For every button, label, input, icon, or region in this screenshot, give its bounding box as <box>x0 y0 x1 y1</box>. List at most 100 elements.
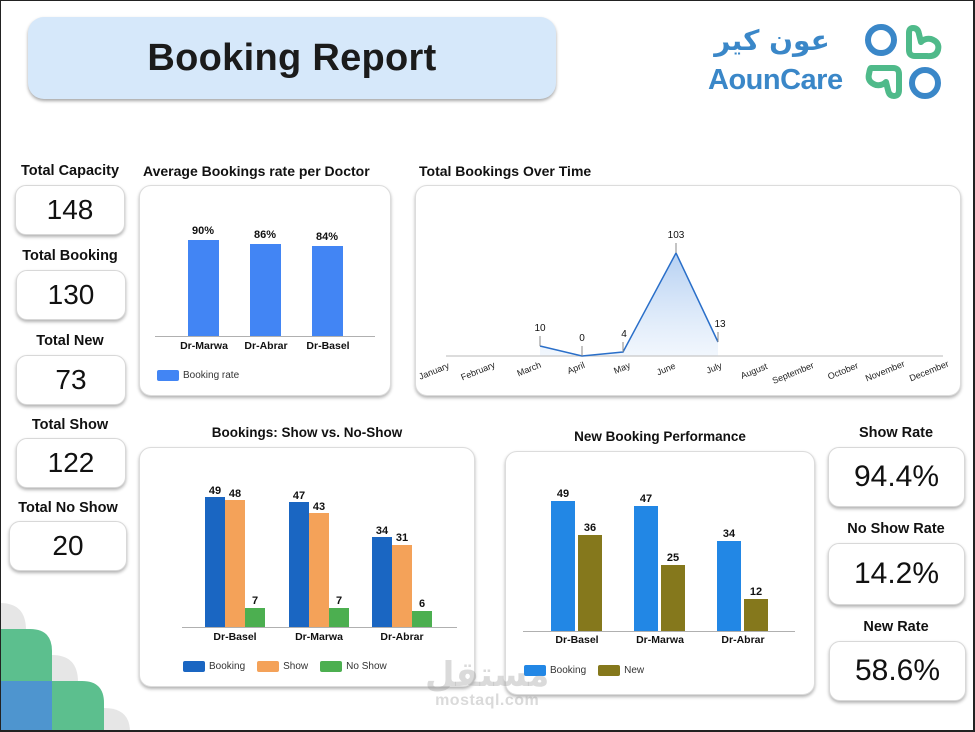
bar-dr-marwa <box>188 240 219 336</box>
kpi-value-total-booking: 130 <box>16 270 126 320</box>
bar-label: 47 <box>292 490 306 502</box>
kpi-label-show-rate: Show Rate <box>858 425 934 441</box>
kpi-label-no-show-rate: No Show Rate <box>847 521 945 537</box>
chart-show-vs-noshow: 49 48 7 47 43 7 34 31 6 Dr-Basel Dr-Marw… <box>139 447 475 687</box>
bar-dr-basel <box>312 246 343 336</box>
bar-dr-basel-no-show <box>245 608 265 627</box>
point-label-april: 0 <box>579 333 585 344</box>
aouncare-logo: عون كير AounCare <box>705 18 945 103</box>
bar-label: 49 <box>556 488 570 500</box>
bar-label-dr-marwa: 90% <box>191 225 215 237</box>
chart-new-booking-performance: 49 36 47 25 34 12 Dr-Basel Dr-Marwa Dr-A… <box>505 451 815 695</box>
plot-area: 49 36 47 25 34 12 <box>506 452 816 631</box>
watermark-arabic: مستقل <box>425 655 550 695</box>
page-title: Booking Report <box>147 36 437 79</box>
legend-swatch <box>157 370 179 381</box>
mostaql-watermark: مستقل mostaql.com <box>425 658 549 710</box>
legend-swatch <box>598 665 621 676</box>
x-label-dr-marwa: Dr-Marwa <box>180 340 228 352</box>
legend-item-booking: Booking <box>183 661 245 672</box>
plot-area: 90% 86% 84% <box>140 186 392 336</box>
logo-english-text: AounCare <box>708 64 843 96</box>
kpi-value-total-new: 73 <box>16 355 126 405</box>
legend-swatch <box>524 665 546 676</box>
kpi-value-total-capacity: 148 <box>15 185 125 235</box>
line-area-plot <box>446 243 943 357</box>
chart-title-new-booking-performance: New Booking Performance <box>574 429 746 444</box>
x-label-dr-basel: Dr-Basel <box>306 340 350 352</box>
x-label-dr-marwa: Dr-Marwa <box>636 634 684 646</box>
bar-label: 6 <box>418 598 426 610</box>
point-label-june: 103 <box>667 230 685 241</box>
kpi-label-total-booking: Total Booking <box>22 248 118 264</box>
bar-label: 36 <box>583 522 597 534</box>
kpi-value-total-no-show: 20 <box>9 521 127 571</box>
chart-avg-booking-rate: 90% 86% 84% Dr-Marwa Dr-Abrar Dr-Basel B… <box>139 185 391 396</box>
legend-item-booking-rate: Booking rate <box>157 370 239 381</box>
bar-label: 31 <box>395 532 409 544</box>
x-label-dr-basel: Dr-Basel <box>213 631 257 643</box>
legend-label: No Show <box>346 661 387 672</box>
x-axis <box>182 627 457 628</box>
kpi-label-total-show: Total Show <box>31 417 109 433</box>
bar-label-dr-basel: 84% <box>315 231 339 243</box>
bar-label: 47 <box>639 493 653 505</box>
point-label-march: 10 <box>534 323 546 334</box>
bar-dr-marwa-booking <box>289 502 309 627</box>
logo-mark-icon <box>865 24 942 99</box>
chart-bookings-over-time: 10 0 4 103 13 January February March Apr… <box>415 185 961 396</box>
kpi-label-total-no-show: Total No Show <box>18 500 118 516</box>
bar-dr-abrar-booking <box>372 537 392 627</box>
bar-label: 43 <box>312 501 326 513</box>
legend-label: Booking rate <box>183 370 240 381</box>
legend-item-booking: Booking <box>524 665 586 676</box>
kpi-label-total-capacity: Total Capacity <box>20 163 120 179</box>
legend: Booking New <box>524 665 656 676</box>
bar-label: 49 <box>208 485 222 497</box>
x-label-dr-abrar: Dr-Abrar <box>380 631 424 643</box>
legend-label: Show <box>283 661 309 672</box>
bar-label: 25 <box>666 552 680 564</box>
report-title-banner: Booking Report <box>28 17 556 99</box>
bar-label: 34 <box>375 525 389 537</box>
x-axis <box>523 631 795 632</box>
point-label-may: 4 <box>621 329 627 340</box>
x-axis <box>155 336 375 337</box>
x-label-dr-marwa: Dr-Marwa <box>295 631 343 643</box>
bar-dr-basel-booking <box>551 501 575 631</box>
legend-item-new: New <box>598 665 644 676</box>
bar-label: 7 <box>251 595 259 607</box>
kpi-value-new-rate: 58.6% <box>829 641 966 701</box>
kpi-value-show-rate: 94.4% <box>828 447 965 507</box>
kpi-label-total-new: Total New <box>36 333 104 349</box>
logo-arabic-text: عون كير <box>714 24 830 57</box>
plot-area: 49 48 7 47 43 7 34 31 6 <box>140 448 476 627</box>
legend-item-show: Show <box>257 661 308 672</box>
kpi-label-new-rate: New Rate <box>863 619 929 635</box>
bar-label-dr-abrar: 86% <box>253 229 277 241</box>
bar-dr-abrar-booking <box>717 541 741 631</box>
bar-label: 48 <box>228 488 242 500</box>
point-label-july: 13 <box>714 319 726 330</box>
bar-dr-abrar-no-show <box>412 611 432 627</box>
legend-item-no-show: No Show <box>320 661 387 672</box>
chart-title-avg-booking-rate: Average Bookings rate per Doctor <box>143 163 370 179</box>
legend-swatch <box>257 661 280 672</box>
legend: Booking Show No Show <box>183 661 399 672</box>
bar-dr-marwa-booking <box>634 506 658 631</box>
bar-dr-basel-new <box>578 535 602 631</box>
bar-label: 7 <box>335 595 343 607</box>
legend-swatch <box>320 661 343 672</box>
bar-dr-marwa-no-show <box>329 608 349 627</box>
chart-title-show-vs-noshow: Bookings: Show vs. No-Show <box>211 425 403 440</box>
chart-title-bookings-over-time: Total Bookings Over Time <box>419 163 592 179</box>
legend-label: New <box>624 665 645 676</box>
kpi-value-no-show-rate: 14.2% <box>828 543 965 605</box>
watermark-english: mostaql.com <box>435 692 540 709</box>
bar-dr-abrar-new <box>744 599 768 631</box>
legend-label: Booking <box>209 661 246 672</box>
legend-swatch <box>183 661 205 672</box>
bar-dr-marwa-new <box>661 565 685 631</box>
bar-dr-basel-booking <box>205 497 225 627</box>
bar-label: 12 <box>749 586 763 598</box>
